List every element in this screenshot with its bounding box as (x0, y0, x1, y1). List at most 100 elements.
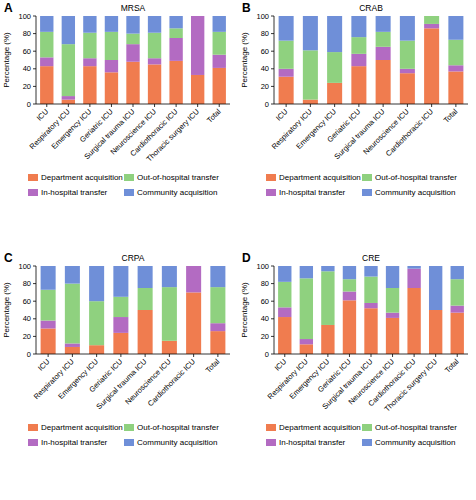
bar-segment (364, 266, 377, 277)
bar-segment (448, 71, 463, 104)
panel-label: C (4, 251, 13, 265)
bar-segment (169, 16, 182, 28)
legend-swatch (266, 174, 276, 181)
bar-segment (386, 313, 399, 318)
x-tick (120, 354, 121, 357)
y-tick (33, 336, 36, 337)
bar-segment (65, 266, 80, 284)
x-tick-label: Total (443, 357, 461, 375)
x-tick-label: Emergency ICU (56, 357, 100, 401)
y-tick (271, 354, 274, 355)
x-tick-label: ICU (274, 107, 290, 123)
bar-segment (279, 16, 294, 41)
bar-segment (186, 266, 201, 267)
bar-segment (278, 307, 291, 317)
bars (279, 16, 464, 104)
bar-segment (303, 16, 318, 50)
y-tick-label: 80 (261, 279, 269, 288)
chart-title: CRPA (122, 253, 145, 263)
x-tick (111, 104, 112, 107)
legend-label: In-hospital transfer (279, 188, 346, 197)
y-tick (271, 104, 274, 105)
x-tick (392, 354, 393, 357)
x-tick-label: Total (205, 107, 223, 125)
x-tick-label: ICU (36, 357, 52, 373)
bar-segment (162, 266, 177, 287)
panel-label: B (242, 1, 251, 15)
legend-swatch (362, 189, 372, 196)
bar-segment (278, 266, 291, 282)
y-tick (33, 301, 36, 302)
bar-segment (386, 318, 399, 354)
y-tick-label: 0 (27, 350, 31, 359)
x-tick (358, 104, 359, 107)
bars (278, 266, 464, 354)
bar-segment (448, 40, 463, 66)
bar-segment (83, 16, 96, 33)
bar-segment (138, 288, 153, 310)
x-tick (176, 104, 177, 107)
legend-swatch (362, 174, 372, 181)
bar-segment (451, 306, 464, 313)
legend: Department acquisitionIn-hospital transf… (28, 173, 219, 197)
panel: CCRPAPercentage (%)020406080100ICURespir… (2, 251, 230, 447)
x-tick (154, 104, 155, 107)
bar-segment (376, 16, 391, 32)
x-tick-label: Total (442, 107, 460, 125)
chart-title: MRSA (121, 3, 146, 13)
x-tick (193, 354, 194, 357)
bar-segment (162, 341, 177, 354)
bar-segment (169, 28, 182, 38)
x-tick (219, 104, 220, 107)
y-tick-label: 0 (27, 100, 31, 109)
bar-segment (113, 297, 128, 317)
y-tick-label: 40 (261, 314, 269, 323)
bar-segment (105, 72, 118, 104)
chart-title: CRE (362, 253, 380, 263)
bar-segment (343, 279, 356, 291)
bar-segment (451, 279, 464, 305)
y-axis-line (36, 266, 37, 354)
x-tick-label: ICU (35, 107, 51, 123)
panel: DCREPercentage (%)020406080100ICURespira… (240, 251, 468, 447)
bar-segment (126, 44, 139, 62)
bar-segment (113, 317, 128, 333)
x-tick (197, 104, 198, 107)
y-tick-label: 20 (261, 332, 269, 341)
x-tick (46, 104, 47, 107)
y-tick (33, 16, 36, 17)
legend-label: Community acquisition (137, 188, 217, 197)
bar-segment (400, 69, 415, 73)
y-tick-label: 80 (23, 279, 31, 288)
bar-segment (83, 66, 96, 104)
x-tick-label: ICU (273, 357, 289, 373)
bar-segment (343, 266, 356, 279)
bar-segment (407, 288, 420, 354)
x-tick (310, 104, 311, 107)
bar-segment (351, 54, 366, 66)
bar-segment (41, 290, 56, 321)
bar-segment (451, 266, 464, 279)
y-tick-label: 80 (261, 29, 269, 38)
x-tick (286, 104, 287, 107)
bar-segment (327, 83, 342, 104)
bar-segment (113, 333, 128, 354)
bar-segment (300, 278, 313, 339)
y-axis-label: Percentage (%) (240, 282, 249, 338)
x-tick (145, 354, 146, 357)
bar-segment (407, 269, 420, 288)
y-tick-label: 60 (23, 47, 31, 56)
y-tick-label: 60 (23, 297, 31, 306)
bar-segment (126, 62, 139, 104)
bar-segment (186, 266, 201, 267)
legend-swatch (266, 439, 276, 446)
bar-segment (424, 28, 439, 104)
bar-segment (278, 282, 291, 308)
bar-segment (186, 266, 201, 292)
bar-segment (126, 34, 139, 45)
bar-segment (321, 325, 334, 354)
bar-segment (210, 323, 225, 331)
y-tick-label: 60 (261, 47, 269, 56)
x-tick-label: Respiratory ICU (32, 357, 76, 401)
y-tick-label: 40 (261, 64, 269, 73)
